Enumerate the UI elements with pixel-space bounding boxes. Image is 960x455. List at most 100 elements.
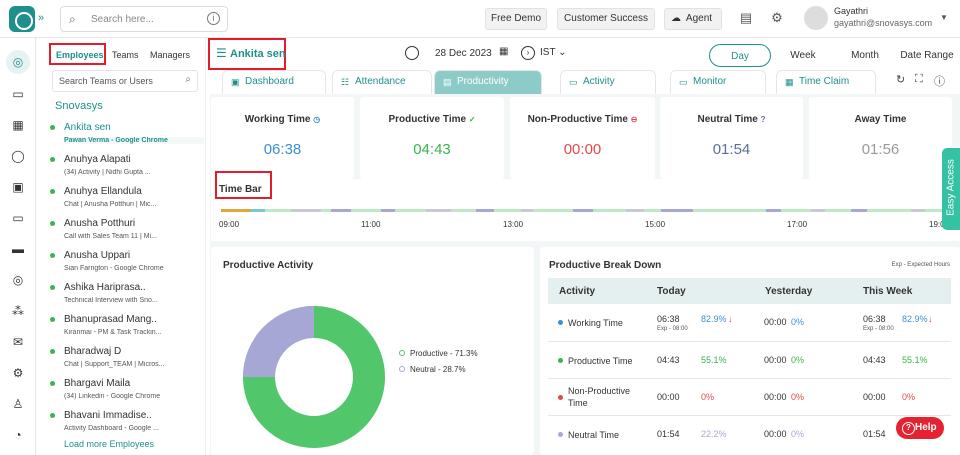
mail-icon[interactable]: ✉: [12, 335, 24, 349]
list-item[interactable]: Ankita sen Pawan Verma - Google Chrome: [50, 122, 204, 144]
list-item[interactable]: Anuhya Ellandula Chat | Anusha Potthuri |…: [50, 186, 204, 208]
time-bar-track[interactable]: [221, 209, 953, 212]
tab-teams[interactable]: Teams: [112, 50, 139, 60]
tab-activity[interactable]: ▭ Activity: [560, 70, 656, 94]
card-label-text: Neutral Time: [697, 114, 758, 125]
selected-employee[interactable]: Ankita sen: [230, 48, 286, 60]
calendar-icon[interactable]: ▦: [499, 46, 509, 57]
list-item[interactable]: Bhargavi Maila (34) Linkedin - Google Chr…: [50, 378, 204, 400]
chevron-down-icon[interactable]: ▼: [940, 13, 948, 22]
team-icon[interactable]: ⁂: [12, 304, 24, 318]
list-item[interactable]: Anuhya Alapati (34) Activity | Nidhi Gupt…: [50, 154, 204, 176]
tab-dashboard[interactable]: ▣ Dashboard: [222, 70, 326, 94]
card-value: 00:00: [563, 141, 602, 158]
module-tabs: ▣ Dashboard ☷ Attendance ▤ Productivity ▭ Ac…: [210, 70, 960, 94]
legend-neutral: Neutral - 28.7%: [399, 365, 466, 374]
document-icon[interactable]: ▤: [739, 10, 753, 25]
customer-success-button[interactable]: Customer Success: [557, 8, 655, 30]
avatar[interactable]: [804, 6, 828, 30]
tab-attendance[interactable]: ☷ Attendance: [332, 70, 432, 94]
users-icon[interactable]: ◎: [12, 273, 24, 287]
donut-neutral[interactable]: [243, 306, 315, 378]
list-item[interactable]: Bhavani Immadise.. Activity Dashboard - G…: [50, 410, 204, 432]
tab-monitor[interactable]: ▭ Monitor: [670, 70, 766, 94]
search-icon: ⌕: [69, 12, 76, 26]
yesterday-percent: 0%: [791, 355, 805, 365]
card-label-text: Productive Time: [388, 114, 467, 125]
list-item[interactable]: Bharadwaj D Chat | Support_TEAM | Micros.…: [50, 346, 204, 368]
list-item[interactable]: Anusha Potthuri Call with Sales Team 11 |…: [50, 218, 204, 240]
settings-icon[interactable]: ⚙: [771, 10, 783, 25]
gear-icon[interactable]: ⚙: [12, 366, 24, 380]
row-dot-icon: [558, 395, 563, 400]
user-icon[interactable]: ◯: [11, 149, 25, 163]
segment: [911, 209, 925, 212]
tab-managers[interactable]: Managers: [150, 50, 191, 60]
search-input[interactable]: Search here...: [91, 14, 154, 25]
list-item[interactable]: Ashika Hariprasa.. Technical Interview wi…: [50, 282, 204, 304]
refresh-icon[interactable]: ↻: [896, 74, 906, 86]
time-bar-section: Time Bar 09:00 11:00 13:00 15:00 17:00 1…: [211, 171, 960, 241]
schedule-icon[interactable]: ▦: [12, 118, 24, 132]
fullscreen-icon[interactable]: ⛶: [915, 73, 923, 85]
global-search[interactable]: ⌕ Search here... i: [60, 6, 228, 32]
profile-icon[interactable]: ♙: [12, 397, 24, 411]
timezone-select[interactable]: IST ⌄: [540, 47, 567, 58]
expand-sidebar-icon[interactable]: »: [38, 12, 45, 24]
tab-time-claim[interactable]: ▦ Time Claim: [776, 70, 876, 94]
tab-productivity[interactable]: ▤ Productivity: [434, 70, 542, 94]
info-icon[interactable]: i: [207, 12, 220, 25]
user-name: Gayathri: [834, 6, 869, 16]
employee-search[interactable]: Search Teams or Users ⌕: [52, 70, 198, 92]
attendance-icon: ☷: [341, 77, 350, 87]
alarm-icon[interactable]: ◔: [14, 428, 22, 442]
card-icon[interactable]: ▬: [12, 242, 24, 256]
period-week[interactable]: Week: [790, 50, 816, 61]
next-day-icon[interactable]: ›: [521, 46, 535, 60]
row-dot-icon: [558, 320, 563, 325]
calendar-icon[interactable]: ▭: [12, 87, 24, 101]
productivity-content: Working Time ◷ 06:38 Productive Time ✓ 0…: [210, 94, 960, 455]
context-bar: ☰ Ankita sen 28 Dec 2023 ▦ › IST ⌄ Day W…: [208, 38, 960, 70]
history-icon[interactable]: [405, 46, 419, 60]
employee-search-input[interactable]: Search Teams or Users: [59, 76, 153, 86]
status-dot-icon: [50, 381, 55, 386]
donut-chart: [243, 306, 385, 448]
col-activity: Activity: [559, 286, 596, 297]
week-value: 06:38: [863, 314, 886, 324]
app-logo[interactable]: [9, 6, 35, 32]
time-tick: 09:00: [219, 220, 240, 229]
week-percent: 0%: [902, 392, 916, 402]
tab-employees[interactable]: Employees: [56, 50, 104, 60]
segment: [626, 209, 644, 212]
minus-icon: ⊖: [630, 115, 638, 124]
yesterday-value: 00:00: [764, 355, 787, 365]
segment: [381, 209, 395, 212]
agent-button[interactable]: ☁ Agent: [664, 8, 722, 30]
dashboard-icon: ▣: [231, 77, 240, 87]
week-expected: Exp - 08:00: [863, 326, 894, 332]
easy-access-tab[interactable]: Easy Access: [942, 148, 960, 230]
briefcase-icon[interactable]: ▣: [12, 180, 24, 194]
help-button[interactable]: Help: [896, 417, 944, 439]
yesterday-percent: 0%: [791, 392, 805, 402]
date-display[interactable]: 28 Dec 2023: [435, 48, 492, 59]
activity-icon: ▭: [569, 77, 578, 87]
period-month[interactable]: Month: [851, 50, 879, 61]
list-item[interactable]: Bhanuprasad Mang.. Kiranmai - PM & Task T…: [50, 314, 204, 336]
employee-activity: Activity Dashboard - Google ...: [64, 425, 159, 432]
employee-activity: Chat | Anusha Potthuri | Mic...: [64, 201, 157, 208]
period-day[interactable]: Day: [709, 44, 771, 67]
free-demo-button[interactable]: Free Demo: [485, 8, 547, 30]
time-bar-title: Time Bar: [219, 184, 262, 195]
help-circle-icon[interactable]: ⓘ: [934, 76, 945, 88]
week-value: 00:00: [863, 392, 886, 402]
monitor-icon[interactable]: ▭: [12, 211, 24, 225]
tab-dashboard-label: Dashboard: [245, 76, 294, 87]
menu-icon[interactable]: ☰: [216, 46, 227, 60]
highlight-box: [208, 38, 286, 70]
list-item[interactable]: Anusha Uppari Sian Farrigton - Google Chr…: [50, 250, 204, 272]
activity-tracker-icon[interactable]: ◎: [6, 50, 30, 74]
period-date-range[interactable]: Date Range: [900, 50, 954, 61]
load-more-link[interactable]: Load more Employees: [64, 439, 155, 449]
